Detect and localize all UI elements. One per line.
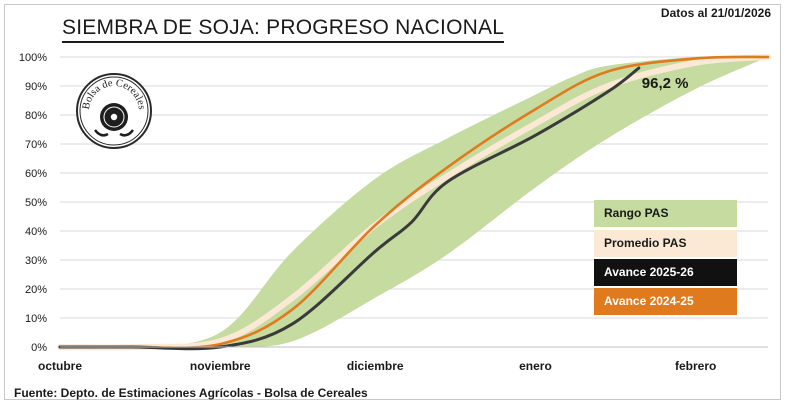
x-tick-label: diciembre [347,359,404,373]
legend-item: Promedio PAS [594,230,737,257]
legend-item: Avance 2025-26 [594,259,737,286]
x-tick-label: febrero [675,359,716,373]
y-tick-label: 60% [25,168,47,180]
x-tick-label: octubre [38,359,82,373]
current-season-line [58,66,641,351]
y-tick-label: 100% [19,52,47,64]
range-band [60,56,768,349]
y-tick-label: 0% [31,342,47,354]
y-tick-label: 20% [25,284,47,296]
data-date-label: Datos al 21/01/2026 [660,6,771,20]
legend-item: Avance 2024-25 [594,288,737,315]
x-tick-label: noviembre [190,359,251,373]
y-tick-label: 30% [25,255,47,267]
legend-item: Rango PAS [594,200,737,227]
bolsa-de-cereales-logo: Bolsa de Cereales [75,72,153,155]
chart-title: SIEMBRA DE SOJA: PROGRESO NACIONAL [62,16,505,43]
y-tick-label: 40% [25,226,47,238]
x-tick-label: enero [519,359,552,373]
y-tick-label: 10% [25,313,47,325]
chart-frame [4,4,781,400]
y-tick-label: 70% [25,139,47,151]
y-tick-label: 80% [25,110,47,122]
source-note: Fuente: Depto. de Estimaciones Agrícolas… [14,386,368,400]
y-tick-label: 90% [25,81,47,93]
y-tick-label: 50% [25,197,47,209]
current-value-annotation: 96,2 % [642,75,689,92]
